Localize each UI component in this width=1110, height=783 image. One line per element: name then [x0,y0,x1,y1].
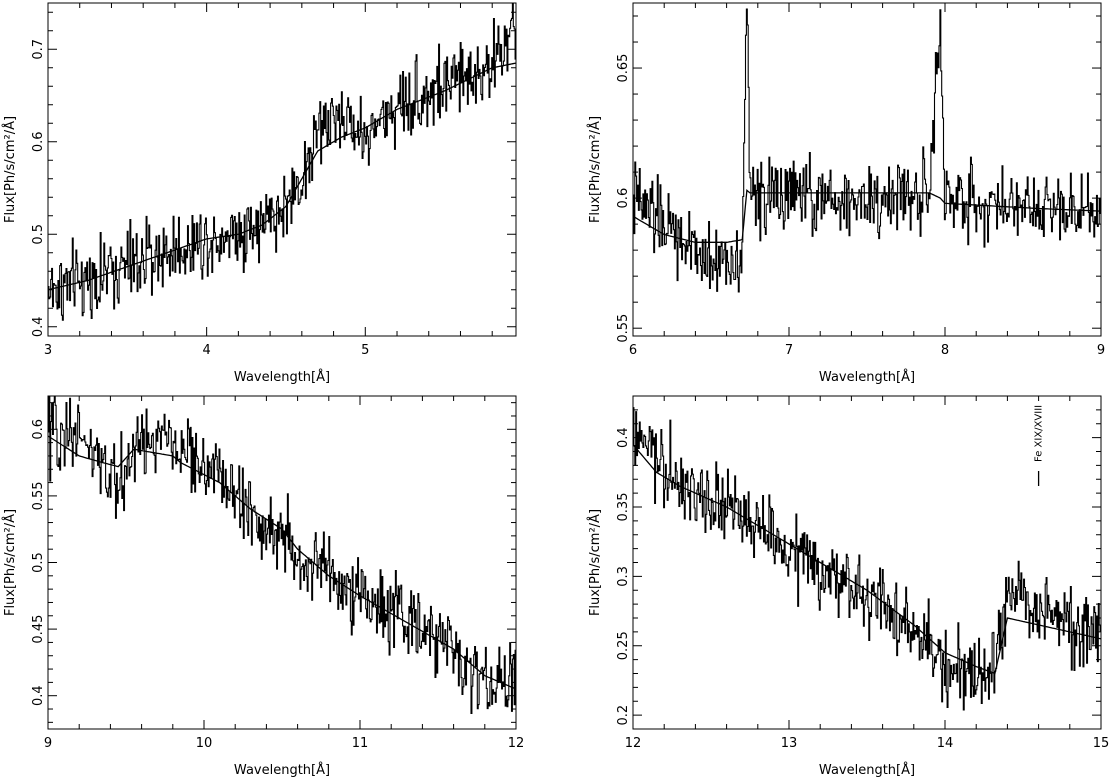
y-tick-label: 0.45 [31,615,46,644]
observed-spectrum [48,3,516,321]
y-tick-label: 0.55 [616,314,631,343]
x-tick-label: 4 [203,343,211,358]
plot-frame [632,2,1102,337]
y-tick-label: 0.6 [31,419,46,440]
y-tick-label: 0.6 [31,131,46,152]
y-tick-label: 0.5 [31,224,46,245]
y-tick-label: 0.5 [31,552,46,573]
y-tick-label: 0.2 [616,705,631,726]
y-axis-title: Flux[Ph/s/cm²/Å] [587,116,603,223]
x-tick-label: 9 [44,736,52,751]
model-curve [48,435,516,690]
y-axis-title: Flux[Ph/s/cm²/Å] [2,509,18,616]
x-axis-title: Wavelength[Å] [819,369,915,385]
chart-panel-3: 9 10 11 12 0.4 0.45 0.5 0.55 0.6 Wavelength[Å] Flu… [2,395,525,778]
observed-spectrum [48,396,516,715]
observed-spectrum [633,407,1101,711]
y-axis-title: Flux[Ph/s/cm²/Å] [587,509,603,616]
y-tick-label: 0.4 [31,316,46,337]
model-curve [633,444,1101,675]
x-tick-label: 10 [196,736,213,751]
x-tick-label: 15 [1093,736,1110,751]
chart-panel-2: 6 7 8 9 0.55 0.6 0.65 Wavelength[Å] Flux[Ph/s/cm… [587,2,1105,385]
model-curve [48,62,516,291]
x-tick-label: 7 [785,343,793,358]
y-tick-label: 0.7 [31,39,46,60]
x-axis-title: Wavelength[Å] [819,762,915,778]
y-tick-label: 0.65 [616,54,631,83]
y-tick-label: 0.6 [616,188,631,209]
x-tick-label: 13 [781,736,798,751]
line-annotation-label: Fe XIX/XVIII [1034,405,1045,462]
plot-frame [47,395,517,730]
x-tick-label: 8 [941,343,949,358]
x-axis-title: Wavelength[Å] [234,369,330,385]
plot-frame [632,395,1102,730]
model-curve [633,188,1101,243]
y-tick-label: 0.4 [616,427,631,448]
y-tick-label: 0.55 [31,481,46,510]
x-tick-label: 9 [1097,343,1105,358]
observed-spectrum [633,8,1101,293]
x-tick-label: 5 [361,343,369,358]
chart-panel-1: 3 4 5 0.4 0.5 0.6 0.7 Wavelength[Å] Flux[Ph/s/cm… [2,2,517,385]
x-tick-label: 12 [625,736,642,751]
x-axis-title: Wavelength[Å] [234,762,330,778]
plot-frame [47,2,517,337]
chart-panel-4: 12 13 14 15 0.2 0.25 0.3 0.35 0.4 Wavelength[Å] Fl… [587,395,1110,778]
y-tick-label: 0.25 [616,631,631,660]
x-tick-label: 12 [508,736,525,751]
y-axis-title: Flux[Ph/s/cm²/Å] [2,116,18,223]
y-tick-label: 0.3 [616,566,631,587]
x-tick-label: 3 [44,343,52,358]
x-tick-label: 11 [352,736,369,751]
x-tick-label: 14 [937,736,954,751]
y-tick-label: 0.35 [616,493,631,522]
y-tick-label: 0.4 [31,685,46,706]
x-tick-label: 6 [629,343,637,358]
